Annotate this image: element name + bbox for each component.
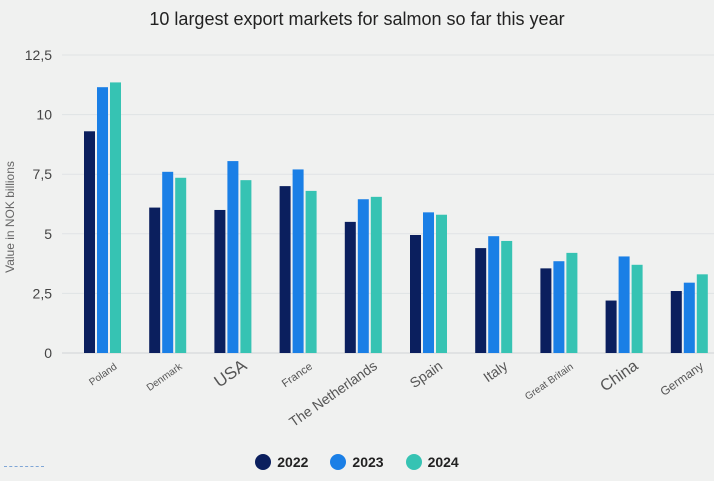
bar-2022-france <box>279 186 291 353</box>
x-tick-label: Italy <box>480 357 510 385</box>
bar-2023-china <box>618 256 630 353</box>
bar-2022-germany <box>670 291 682 353</box>
x-tick-label: Spain <box>407 357 446 391</box>
bar-2023-spain <box>423 212 434 353</box>
chart-title: 10 largest export markets for salmon so … <box>149 9 565 29</box>
legend-label: 2022 <box>277 454 309 470</box>
bar-2022-italy <box>475 248 487 353</box>
y-tick-label: 12,5 <box>25 47 52 63</box>
bar-2023-germany <box>683 282 695 353</box>
y-tick-label: 10 <box>36 107 52 123</box>
legend-item-2023[interactable]: 2023 <box>330 454 384 470</box>
bar-2023-italy <box>488 236 500 353</box>
x-tick-label: USA <box>211 355 251 391</box>
bar-2022-china <box>605 300 617 353</box>
y-tick-label: 2,5 <box>33 285 53 301</box>
legend-swatch <box>405 454 422 470</box>
legend-swatch <box>255 454 272 470</box>
legend-item-2024[interactable]: 2024 <box>405 454 459 470</box>
legend: 2022 2023 2024 <box>0 454 714 470</box>
x-tick-label: Denmark <box>145 361 185 394</box>
x-tick-label: Poland <box>87 361 119 388</box>
legend-swatch <box>330 454 347 470</box>
bar-2023-the-netherlands <box>357 199 369 353</box>
bar-2023-denmark <box>162 171 174 353</box>
bar-2022-denmark <box>149 207 161 353</box>
bar-2024-great-britain <box>566 252 578 353</box>
bar-2022-poland <box>84 131 95 353</box>
bar-2022-the-netherlands <box>344 221 356 353</box>
x-tick-label: France <box>280 361 315 390</box>
y-tick-label: 7,5 <box>33 166 53 182</box>
x-tick-label: Germany <box>658 359 706 399</box>
x-tick-label: China <box>597 357 641 395</box>
bar-2022-usa <box>214 209 226 353</box>
x-tick-label: Great Britain <box>523 361 575 402</box>
y-tick-label: 5 <box>44 226 52 242</box>
bar-2022-spain <box>410 234 421 353</box>
bar-2024-china <box>631 264 643 353</box>
bar-2024-italy <box>501 240 513 353</box>
y-tick-label: 0 <box>44 345 52 361</box>
bar-2024-france <box>305 190 317 353</box>
legend-item-2022[interactable]: 2022 <box>255 454 308 470</box>
bar-2023-usa <box>227 161 239 353</box>
bar-2024-usa <box>240 180 252 353</box>
bar-2022-great-britain <box>540 268 552 353</box>
legend-label: 2023 <box>352 454 384 470</box>
bar-2024-spain <box>436 214 447 353</box>
bar-2024-poland <box>110 82 121 353</box>
bar-2023-france <box>292 169 304 353</box>
bar-2024-the-netherlands <box>370 196 382 353</box>
bar-2024-germany <box>696 274 708 353</box>
bar-2024-denmark <box>175 177 187 353</box>
dashed-divider <box>4 466 44 467</box>
bar-2023-great-britain <box>553 261 565 353</box>
legend-label: 2024 <box>427 454 459 470</box>
bar-2023-poland <box>97 87 108 354</box>
